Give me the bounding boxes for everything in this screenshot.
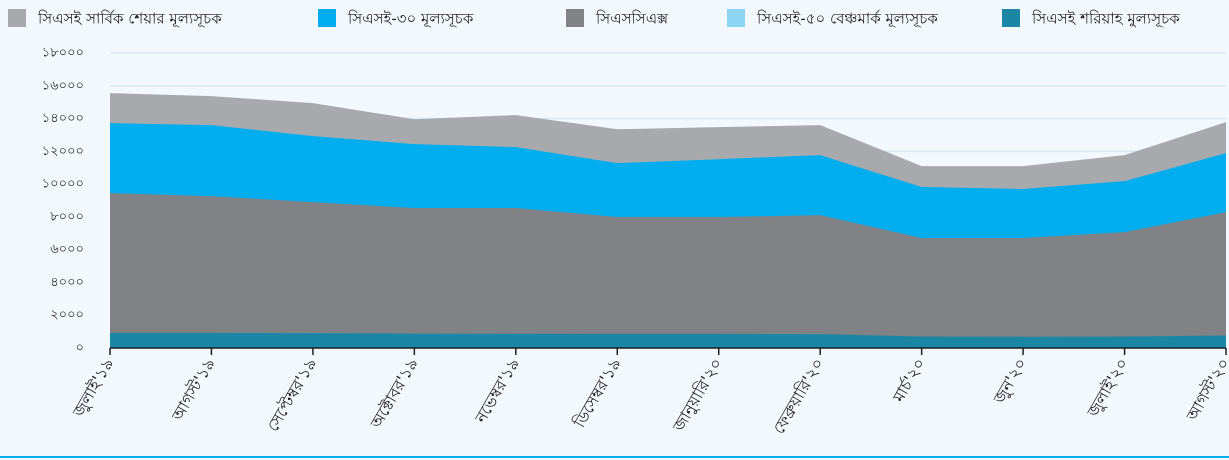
legend-label: সিএসসিএক্স	[595, 10, 669, 28]
area	[110, 332, 1226, 348]
legend-swatch	[727, 9, 745, 27]
legend-swatch	[1002, 9, 1020, 27]
area	[110, 193, 1226, 348]
legend-swatch	[318, 9, 336, 27]
legend-label: সিএসই-৫০ বেঞ্চমার্ক মূল্যসূচক	[756, 10, 938, 29]
y-tick-label: ১০০০০	[42, 177, 84, 192]
y-tick-label: ২০০০	[50, 308, 84, 323]
legend-swatch	[8, 9, 26, 27]
y-tick-label: ৬০০০	[50, 242, 84, 257]
legend-label: সিএসই-৩০ মূল্যসূচক	[347, 10, 474, 29]
y-tick-label: ০	[76, 341, 84, 356]
y-tick-label: ৮০০০	[50, 209, 84, 224]
legend-swatch	[566, 9, 584, 27]
y-tick-label: ১৬০০০	[42, 78, 84, 93]
y-tick-label: ৪০০০	[50, 275, 84, 290]
legend-label: সিএসই সার্বিক শেয়ার মূল্যসূচক	[37, 10, 222, 29]
y-tick-label: ১৪০০০	[42, 111, 84, 126]
y-tick-label: ১২০০০	[42, 144, 84, 159]
legend-label: সিএসই শরিয়াহ মুল্যসূচক	[1031, 10, 1180, 29]
y-tick-label: ১৮০০০	[42, 46, 84, 61]
